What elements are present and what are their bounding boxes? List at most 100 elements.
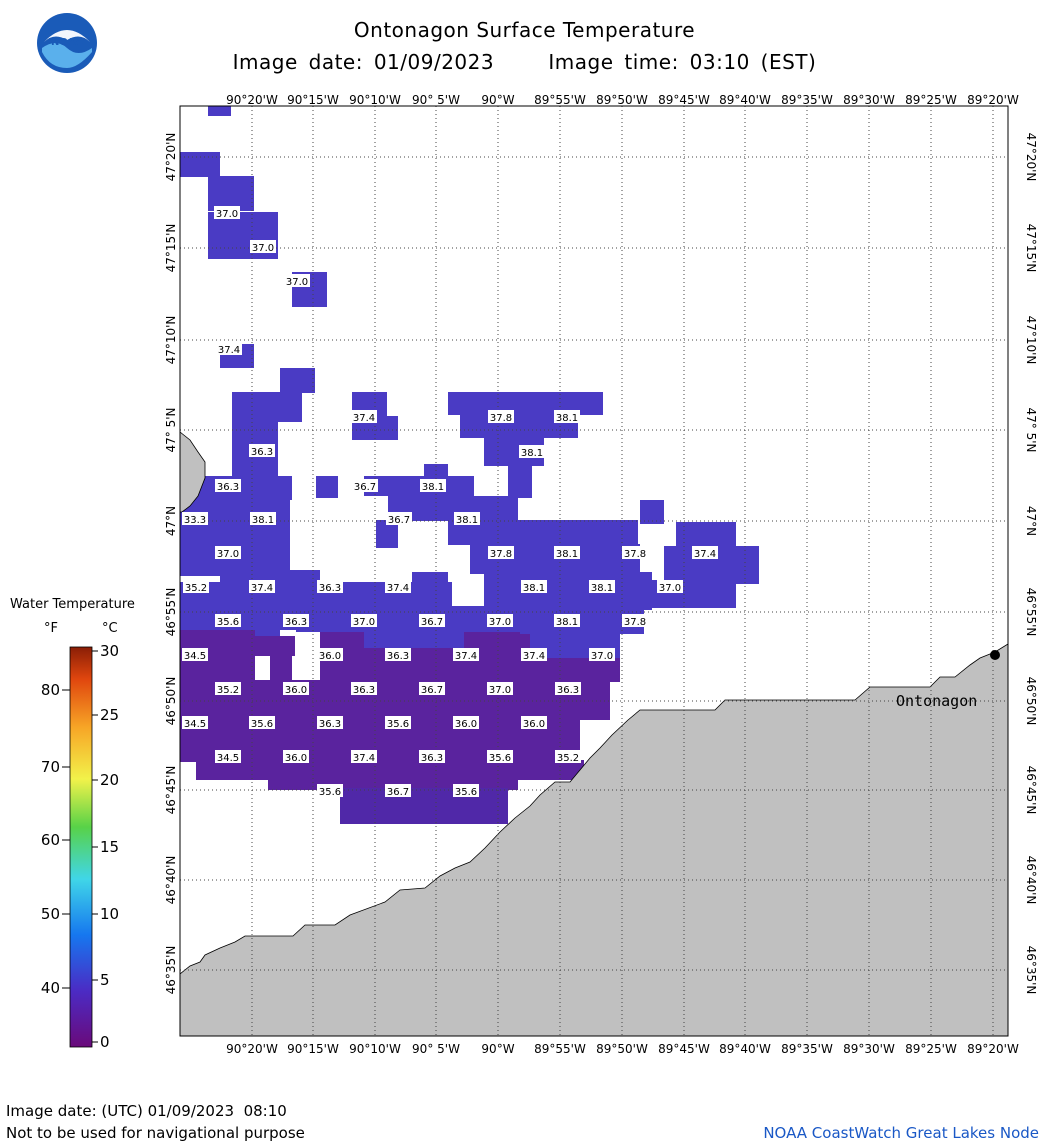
temp-label-box [249, 580, 275, 593]
legend-f-tick: 50 [41, 905, 60, 923]
lon-tick-label-top: 89°25'W [905, 93, 957, 107]
image-date-time: Image date: 01/09/2023 Image time: 03:10… [0, 50, 1049, 74]
temp-label: 38.1 [521, 448, 543, 459]
temp-label: 35.6 [251, 719, 273, 730]
lat-tick-label-right: 46°35'N [1024, 946, 1038, 995]
temp-label-box [487, 682, 513, 695]
water-cell [640, 500, 664, 524]
temp-label-box [216, 342, 242, 355]
lon-tick-label-top: 90°20'W [226, 93, 278, 107]
water-cell [364, 476, 474, 496]
temp-label: 36.0 [285, 685, 307, 696]
temp-label-box [454, 512, 480, 525]
water-cell [180, 500, 290, 576]
logo-text: NOAA [51, 37, 83, 48]
lon-tick-label-bottom: 89°20'W [967, 1042, 1019, 1056]
legend-unit-c: °C [102, 621, 118, 636]
water-cell [196, 760, 584, 780]
water-cell [180, 152, 220, 177]
lon-tick-label-top: 90°15'W [287, 93, 339, 107]
lat-tick-label-right: 46°45'N [1024, 766, 1038, 815]
water-cell [208, 176, 254, 211]
temp-label-box [351, 614, 377, 627]
temp-label-box [554, 614, 580, 627]
temp-label: 35.6 [489, 753, 511, 764]
temp-label-box [589, 648, 615, 661]
temp-label: 38.1 [252, 515, 274, 526]
temp-label-box [182, 648, 208, 661]
temp-label: 38.1 [523, 583, 545, 594]
water-cell [340, 788, 508, 824]
legend-f-tick: 60 [41, 831, 60, 849]
temp-label: 35.6 [217, 617, 239, 628]
temp-label: 37.8 [624, 549, 646, 560]
water-cell [448, 392, 603, 415]
temp-label: 38.1 [456, 515, 478, 526]
lon-tick-label-bottom: 90°10'W [349, 1042, 401, 1056]
lat-tick-label-right: 47° 5'N [1024, 408, 1038, 453]
legend-unit-f: °F [44, 621, 58, 636]
temp-label: 37.0 [252, 243, 274, 254]
temp-label: 37.8 [490, 413, 512, 424]
lat-tick-label-left: 47° 5'N [164, 408, 178, 453]
temp-label: 38.1 [556, 617, 578, 628]
image-time: Image time: 03:10 (EST) [548, 50, 817, 74]
temp-label-box [182, 716, 208, 729]
lon-tick-label-bottom: 89°50'W [596, 1042, 648, 1056]
lon-tick-label-top: 89°45'W [658, 93, 710, 107]
water-cell [192, 476, 292, 500]
temp-label-box [215, 546, 241, 559]
lat-tick-label-left: 47°10'N [164, 316, 178, 365]
lon-tick-label-bottom: 89°55'W [534, 1042, 586, 1056]
footer-utc-date: Image date: (UTC) 01/09/2023 08:10 [6, 1102, 287, 1120]
temp-label: 36.3 [319, 719, 341, 730]
lon-tick-label-top: 89°35'W [781, 93, 833, 107]
lon-tick-label-bottom: 89°40'W [719, 1042, 771, 1056]
temp-label-box [420, 479, 446, 492]
lon-tick-label-bottom: 89°30'W [843, 1042, 895, 1056]
temp-label-box [622, 614, 648, 627]
page-title: Ontonagon Surface Temperature [353, 18, 696, 42]
temp-label: 36.0 [285, 753, 307, 764]
temp-label: 37.4 [353, 413, 375, 424]
temp-label-box [419, 750, 445, 763]
temp-label: 33.3 [184, 515, 206, 526]
temp-label-box [555, 750, 581, 763]
temp-label: 36.7 [388, 515, 410, 526]
temp-label-box [385, 784, 411, 797]
temp-label-box [351, 750, 377, 763]
water-cell [270, 655, 292, 680]
graticule [180, 106, 1008, 1036]
water-cell [180, 680, 610, 720]
temp-label-box [554, 546, 580, 559]
temp-label-box [453, 716, 479, 729]
lon-tick-label-top: 90° 5'W [412, 93, 460, 107]
temp-label: 38.1 [556, 413, 578, 424]
legend-c-tick: 10 [100, 905, 119, 923]
lat-tick-label-left: 46°50'N [164, 677, 178, 726]
lon-tick-label-top: 90°W [481, 93, 514, 107]
water-cell [316, 476, 338, 498]
temp-label-box [488, 546, 514, 559]
temp-label: 35.2 [217, 685, 239, 696]
lon-tick-label-bottom: 90° 5'W [412, 1042, 460, 1056]
temp-label: 36.3 [353, 685, 375, 696]
temp-label-box [488, 410, 514, 423]
temp-label-box [283, 750, 309, 763]
temp-label-box [385, 716, 411, 729]
water-cell [412, 572, 448, 586]
lat-tick-label-left: 46°40'N [164, 856, 178, 905]
water-cell [208, 106, 231, 116]
lat-tick-label-left: 47°20'N [164, 133, 178, 182]
temp-label-box [351, 410, 377, 423]
water-cell [232, 392, 302, 422]
temp-label: 37.0 [286, 277, 308, 288]
temp-label-box [521, 716, 547, 729]
lat-tick-label-left: 46°45'N [164, 766, 178, 815]
temp-label-box [555, 682, 581, 695]
footer-source-link[interactable]: NOAA CoastWatch Great Lakes Node [763, 1124, 1039, 1142]
temp-label: 38.1 [591, 583, 613, 594]
lon-tick-label-top: 89°55'W [534, 93, 586, 107]
lon-tick-label-top: 90°10'W [349, 93, 401, 107]
temp-label: 37.0 [489, 617, 511, 628]
